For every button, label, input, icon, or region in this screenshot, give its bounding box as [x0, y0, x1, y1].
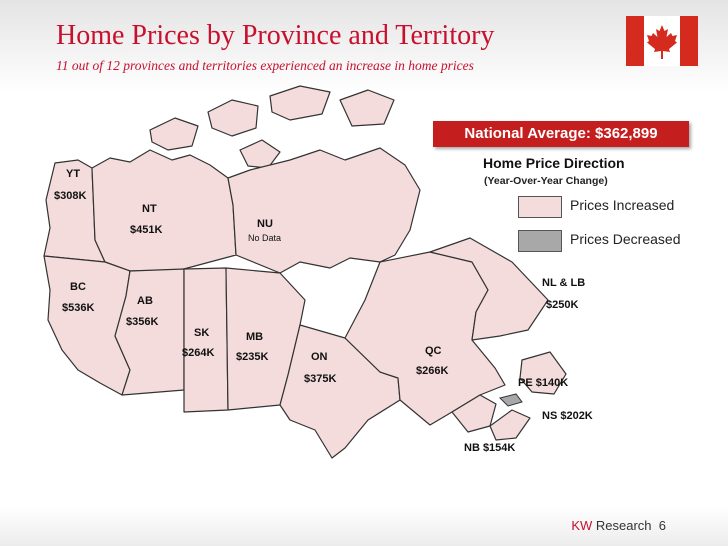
label-mb-price: $235K [236, 351, 269, 363]
legend-subtitle: (Year-Over-Year Change) [484, 175, 608, 187]
label-bc-price: $536K [62, 302, 95, 314]
label-nt-name: NT [142, 203, 157, 215]
label-mb-name: MB [246, 331, 264, 343]
footer-brand: KW Research 6 [571, 518, 666, 533]
label-pe: PE $140K [518, 377, 569, 389]
label-ab-name: AB [137, 295, 153, 307]
label-nb: NB $154K [464, 442, 516, 454]
label-on-name: ON [311, 351, 328, 363]
national-average-badge: National Average: $362,899 [433, 121, 689, 147]
legend-swatch-decreased [518, 230, 562, 252]
region-arctic-island-5 [239, 139, 281, 169]
region-nt [91, 149, 237, 272]
label-sk-name: SK [194, 327, 210, 339]
region-arctic-island-4 [339, 89, 395, 127]
label-nl-price: $250K [546, 299, 579, 311]
region-nb [451, 394, 497, 433]
legend-swatch-increased [518, 196, 562, 218]
page-number: 6 [658, 518, 666, 533]
legend-title: Home Price Direction [483, 155, 625, 171]
region-sk [183, 267, 229, 413]
region-pe [499, 393, 523, 407]
region-nu [227, 147, 421, 274]
footer-band [0, 507, 728, 546]
page-subtitle: 11 out of 12 provinces and territories e… [56, 58, 474, 73]
label-yt-name: YT [66, 168, 81, 180]
label-nu-name: NU [257, 218, 273, 230]
label-qc-name: QC [425, 345, 442, 357]
region-bc [43, 255, 131, 396]
legend-label-decreased: Prices Decreased [570, 231, 681, 247]
region-arctic-island-3 [269, 85, 331, 121]
label-nu-price: No Data [248, 233, 282, 243]
region-nl-island [519, 351, 567, 395]
brand-logo-text: KW [571, 518, 593, 533]
label-qc-price: $266K [416, 365, 449, 377]
label-nl-name: NL & LB [542, 277, 586, 289]
label-ns: NS $202K [542, 410, 593, 422]
label-on-price: $375K [304, 373, 337, 385]
header-band [0, 0, 728, 92]
region-ns [489, 409, 531, 441]
label-bc-name: BC [70, 281, 86, 293]
label-sk-price: $264K [182, 347, 215, 359]
region-nl-labrador [429, 237, 549, 341]
label-ab-price: $356K [126, 316, 159, 328]
label-nt-price: $451K [130, 224, 163, 236]
label-yt-price: $308K [54, 190, 87, 202]
region-arctic-island-1 [149, 117, 199, 151]
brand-label: Research [595, 518, 652, 533]
canada-flag-icon [626, 16, 698, 66]
page-title: Home Prices by Province and Territory [56, 20, 495, 51]
region-arctic-island-2 [207, 99, 259, 137]
legend-label-increased: Prices Increased [570, 197, 675, 213]
